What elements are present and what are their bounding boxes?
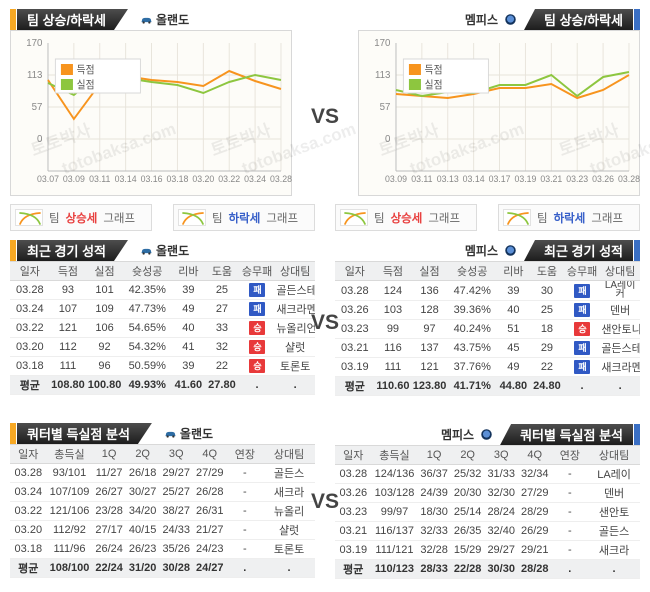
svg-text:0: 0 — [37, 134, 43, 145]
svg-text:170: 170 — [374, 38, 391, 49]
svg-text:03.09: 03.09 — [63, 174, 85, 184]
svg-text:03.17: 03.17 — [489, 174, 511, 184]
svg-text:57: 57 — [32, 102, 43, 113]
svg-text:03.16: 03.16 — [141, 174, 163, 184]
svg-text:득점: 득점 — [77, 64, 95, 76]
svg-text:57: 57 — [380, 102, 391, 113]
svg-text:113: 113 — [27, 70, 43, 81]
svg-text:03.28: 03.28 — [270, 174, 292, 184]
svg-text:03.19: 03.19 — [514, 174, 536, 184]
svg-text:03.11: 03.11 — [411, 174, 432, 184]
svg-text:03.26: 03.26 — [592, 174, 614, 184]
svg-text:03.13: 03.13 — [437, 174, 459, 184]
svg-text:03.09: 03.09 — [385, 174, 407, 184]
svg-text:득점: 득점 — [425, 64, 443, 76]
svg-text:03.07: 03.07 — [37, 174, 59, 184]
svg-text:03.20: 03.20 — [192, 174, 214, 184]
svg-text:실점: 실점 — [425, 79, 443, 91]
svg-text:실점: 실점 — [77, 79, 95, 91]
svg-text:03.28: 03.28 — [618, 174, 640, 184]
svg-text:03.24: 03.24 — [244, 174, 266, 184]
svg-text:03.11: 03.11 — [89, 174, 110, 184]
svg-text:170: 170 — [26, 38, 43, 49]
svg-text:03.14: 03.14 — [463, 174, 485, 184]
svg-text:03.21: 03.21 — [540, 174, 562, 184]
svg-text:03.18: 03.18 — [166, 174, 188, 184]
svg-text:03.22: 03.22 — [218, 174, 240, 184]
svg-text:0: 0 — [385, 134, 391, 145]
svg-text:03.14: 03.14 — [115, 174, 137, 184]
svg-text:113: 113 — [375, 70, 391, 81]
svg-text:03.23: 03.23 — [566, 174, 588, 184]
